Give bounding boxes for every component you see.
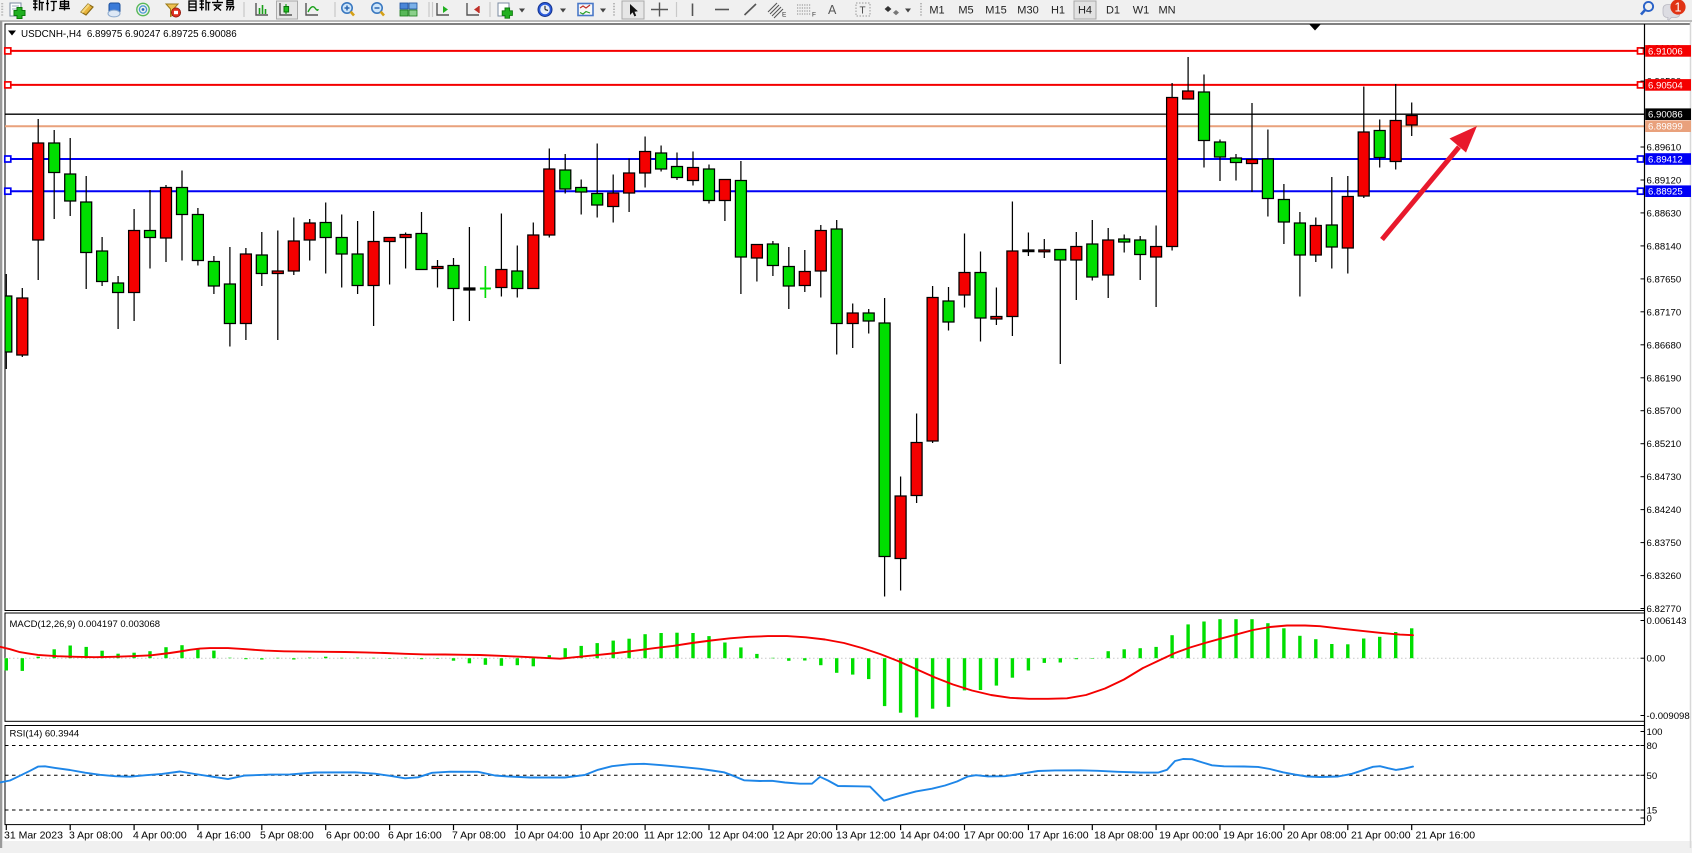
svg-text:6.88140: 6.88140 bbox=[1647, 241, 1682, 252]
svg-text:20 Apr 08:00: 20 Apr 08:00 bbox=[1287, 830, 1347, 842]
svg-text:12 Apr 04:00: 12 Apr 04:00 bbox=[709, 830, 769, 842]
svg-text:F: F bbox=[812, 12, 816, 19]
svg-text:6.82770: 6.82770 bbox=[1647, 604, 1682, 615]
svg-text:6 Apr 16:00: 6 Apr 16:00 bbox=[388, 830, 442, 842]
svg-text:6.83260: 6.83260 bbox=[1647, 571, 1682, 582]
svg-text:6.87170: 6.87170 bbox=[1647, 307, 1682, 318]
svg-text:6 Apr 00:00: 6 Apr 00:00 bbox=[326, 830, 380, 842]
svg-text:M1: M1 bbox=[929, 5, 944, 17]
svg-text:15: 15 bbox=[1647, 806, 1658, 817]
svg-text:6.89412: 6.89412 bbox=[1648, 155, 1683, 166]
svg-text:19 Apr 00:00: 19 Apr 00:00 bbox=[1159, 830, 1219, 842]
svg-text:RSI(14) 60.3944: RSI(14) 60.3944 bbox=[10, 729, 80, 740]
svg-text:17 Apr 16:00: 17 Apr 16:00 bbox=[1029, 830, 1089, 842]
svg-text:MN: MN bbox=[1158, 5, 1175, 17]
svg-text:D1: D1 bbox=[1106, 5, 1120, 17]
svg-text:14 Apr 04:00: 14 Apr 04:00 bbox=[900, 830, 960, 842]
svg-text:6.88925: 6.88925 bbox=[1648, 187, 1683, 198]
svg-text:6.84730: 6.84730 bbox=[1647, 472, 1682, 483]
svg-text:5 Apr 08:00: 5 Apr 08:00 bbox=[260, 830, 314, 842]
svg-text:1: 1 bbox=[1675, 0, 1682, 14]
svg-text:6.84240: 6.84240 bbox=[1647, 505, 1682, 516]
svg-text:6.88630: 6.88630 bbox=[1647, 208, 1682, 219]
svg-text:50: 50 bbox=[1647, 771, 1658, 782]
svg-text:W1: W1 bbox=[1133, 5, 1150, 17]
svg-text:18 Apr 08:00: 18 Apr 08:00 bbox=[1094, 830, 1154, 842]
svg-text:4 Apr 16:00: 4 Apr 16:00 bbox=[197, 830, 251, 842]
svg-text:6.86190: 6.86190 bbox=[1647, 373, 1682, 384]
svg-text:6.91006: 6.91006 bbox=[1648, 46, 1683, 57]
svg-text:H1: H1 bbox=[1051, 5, 1065, 17]
svg-text:0.00: 0.00 bbox=[1647, 654, 1666, 665]
svg-text:10 Apr 20:00: 10 Apr 20:00 bbox=[579, 830, 639, 842]
svg-text:6.87650: 6.87650 bbox=[1647, 274, 1682, 285]
svg-text:6.85210: 6.85210 bbox=[1647, 439, 1682, 450]
svg-text:10 Apr 04:00: 10 Apr 04:00 bbox=[514, 830, 574, 842]
svg-text:12 Apr 20:00: 12 Apr 20:00 bbox=[773, 830, 833, 842]
svg-text:19 Apr 16:00: 19 Apr 16:00 bbox=[1223, 830, 1283, 842]
svg-text:0.006143: 0.006143 bbox=[1647, 616, 1687, 627]
svg-text:6.90504: 6.90504 bbox=[1648, 80, 1683, 91]
svg-text:80: 80 bbox=[1647, 741, 1658, 752]
svg-text:31 Mar 2023: 31 Mar 2023 bbox=[4, 830, 63, 842]
svg-text:MACD(12,26,9) 0.004197 0.00306: MACD(12,26,9) 0.004197 0.003068 bbox=[10, 619, 161, 630]
svg-text:0: 0 bbox=[1647, 814, 1652, 825]
svg-text:6.89120: 6.89120 bbox=[1647, 176, 1682, 187]
svg-text:13 Apr 12:00: 13 Apr 12:00 bbox=[836, 830, 896, 842]
svg-text:3 Apr 08:00: 3 Apr 08:00 bbox=[69, 830, 123, 842]
svg-text:T: T bbox=[860, 6, 866, 17]
svg-text:6.89610: 6.89610 bbox=[1647, 143, 1682, 154]
svg-text:M15: M15 bbox=[985, 5, 1006, 17]
svg-text:USDCNH-,H4 6.89975 6.90247 6.: USDCNH-,H4 6.89975 6.90247 6.89725 6.900… bbox=[21, 29, 237, 40]
svg-text:M30: M30 bbox=[1017, 5, 1038, 17]
svg-text:21 Apr 00:00: 21 Apr 00:00 bbox=[1351, 830, 1411, 842]
svg-text:17 Apr 00:00: 17 Apr 00:00 bbox=[964, 830, 1024, 842]
svg-text:6.90086: 6.90086 bbox=[1648, 110, 1683, 121]
svg-text:6.86680: 6.86680 bbox=[1647, 340, 1682, 351]
svg-text:H4: H4 bbox=[1078, 5, 1092, 17]
svg-text:11 Apr 12:00: 11 Apr 12:00 bbox=[644, 830, 703, 842]
svg-text:100: 100 bbox=[1647, 727, 1663, 738]
svg-text:6.85700: 6.85700 bbox=[1647, 406, 1682, 417]
svg-text:6.89899: 6.89899 bbox=[1648, 122, 1683, 133]
svg-text:6.83750: 6.83750 bbox=[1647, 538, 1682, 549]
svg-text:-0.009098: -0.009098 bbox=[1647, 711, 1690, 722]
svg-text:E: E bbox=[782, 12, 787, 19]
svg-text:4 Apr 00:00: 4 Apr 00:00 bbox=[133, 830, 187, 842]
svg-text:7 Apr 08:00: 7 Apr 08:00 bbox=[452, 830, 506, 842]
svg-text:A: A bbox=[828, 3, 837, 17]
svg-text:21 Apr 16:00: 21 Apr 16:00 bbox=[1416, 830, 1476, 842]
svg-text:M5: M5 bbox=[958, 5, 973, 17]
